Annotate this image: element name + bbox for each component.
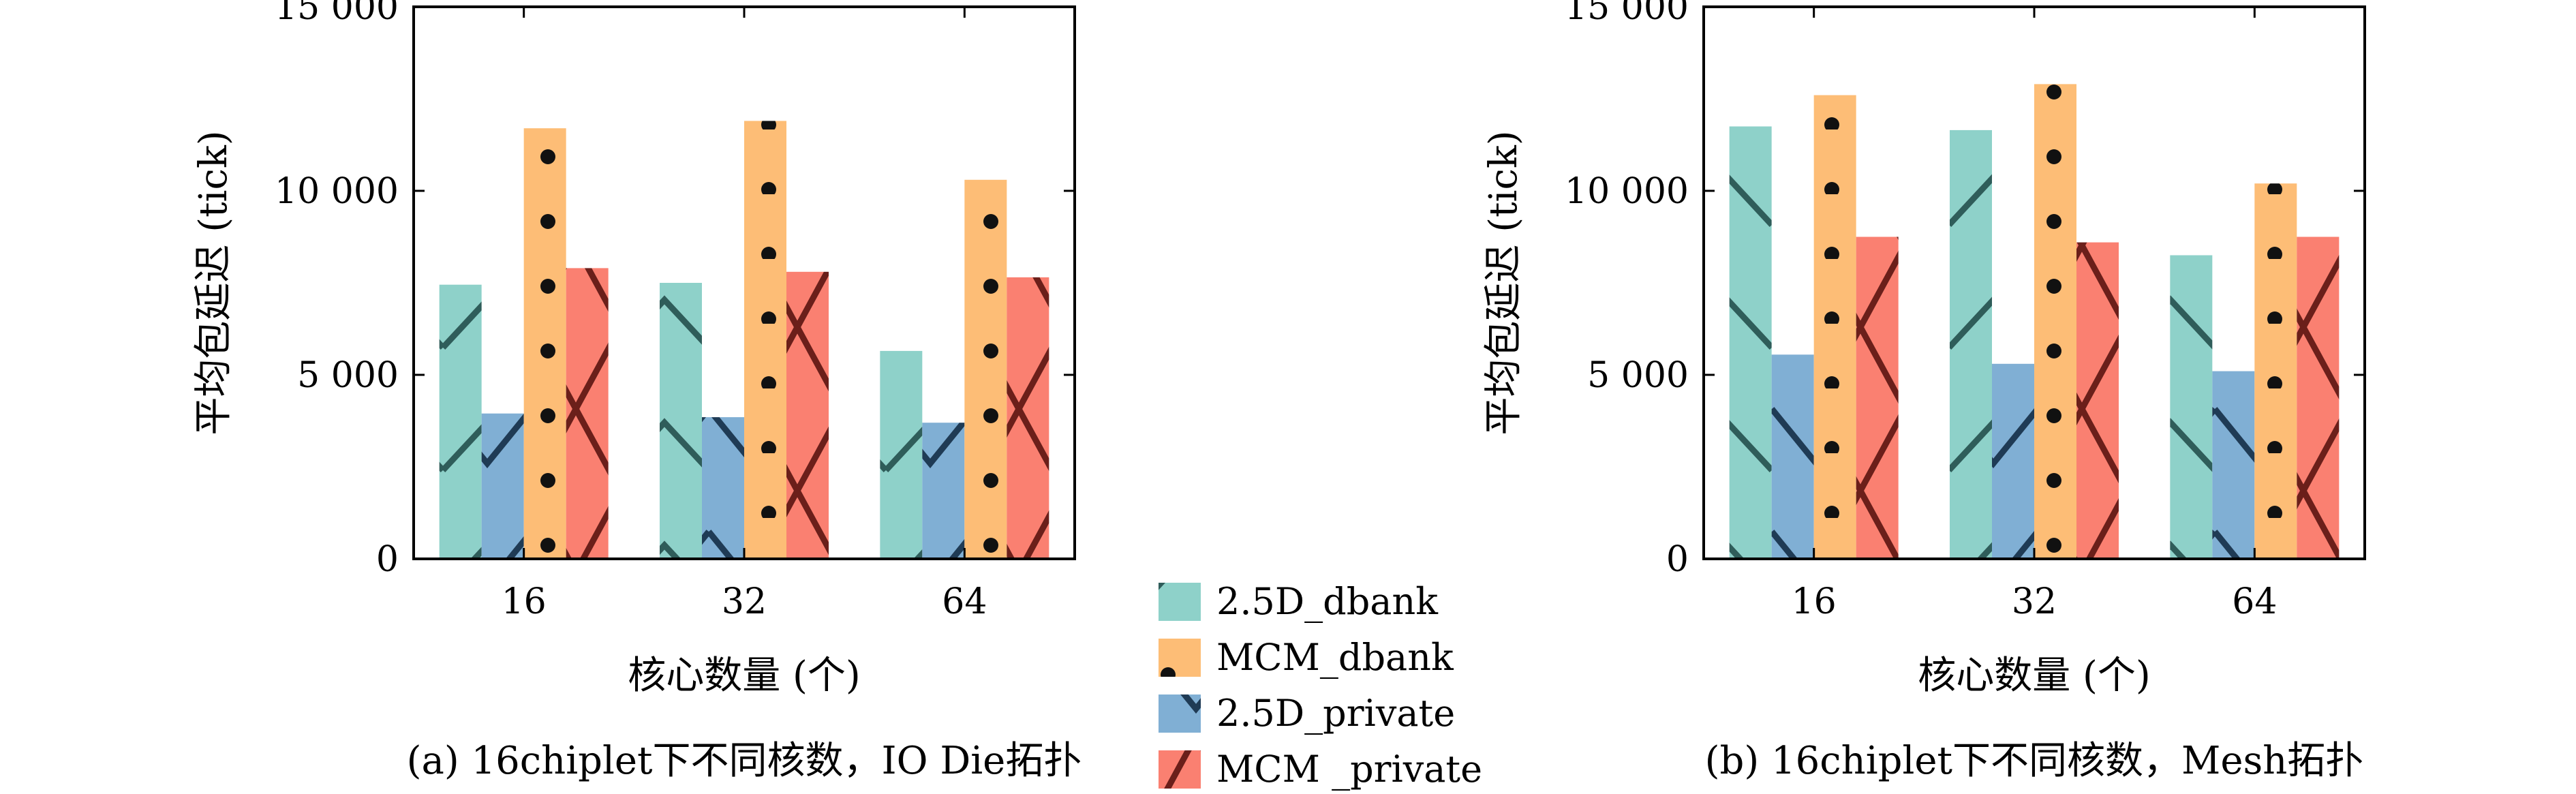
y-tick-label-a-10000: 10 000 [275,171,399,212]
bar-a-2-5d-dbank-32 [660,283,702,559]
legend-swatch-0 [1159,583,1201,621]
legend-label-1: MCM_dbank [1216,636,1454,679]
bar-a-2-5d-private-16 [481,413,524,559]
bar-b-mcm-private-16 [1856,236,1899,559]
bar-b-2-5d-dbank-32 [1950,129,1992,559]
caption-b: (b) 16chiplet下不同核数，Mesh拓扑 [1705,739,2364,783]
x-ticks-b: 16 32 64 [1792,7,2277,622]
y-tick-label-b-10000: 10 000 [1565,171,1689,212]
y-axis-label-b: 平均包延迟 (tick) [1482,130,1526,435]
x-axis-label-a: 核心数量 (个) [628,654,861,698]
bar-a-2-5d-dbank-16 [439,284,482,559]
bar-b-mcm-dbank-64 [2254,183,2297,559]
x-tick-label-b-64: 64 [2232,581,2277,622]
x-tick-label-b-32: 32 [2012,581,2057,622]
bar-b-mcm-private-32 [2076,242,2119,559]
legend-swatch-2 [1159,694,1201,733]
y-tick-label-b-15000: 15 000 [1565,0,1689,28]
y-tick-label-a-5000: 5 000 [297,355,399,396]
bar-a-2-5d-private-32 [702,417,744,559]
bar-a-mcm-dbank-32 [744,121,786,559]
y-tick-label-b-5000: 5 000 [1587,355,1689,396]
bars-b [1729,84,2340,560]
legend-label-2: 2.5D_private [1216,692,1455,735]
chart-panel-a: 0 5 000 10 000 15 000 16 32 64 平均包延迟 (tick) 核… [191,0,1082,783]
y-axis-label-a: 平均包延迟 (tick) [191,130,236,435]
bars-a [439,121,1049,559]
x-axis-label-b: 核心数量 (个) [1918,654,2151,698]
bar-a-mcm-private-16 [566,268,609,559]
bar-b-2-5d-private-64 [2212,371,2255,559]
y-ticks-b: 0 5 000 10 000 15 000 [1565,0,2365,580]
bar-b-mcm-dbank-32 [2034,84,2076,559]
x-ticks-a: 16 32 64 [502,7,987,622]
x-tick-label-b-16: 16 [1792,581,1837,622]
bar-a-mcm-private-32 [786,271,829,559]
legend-label-0: 2.5D_dbank [1216,580,1439,623]
bar-b-mcm-private-64 [2297,236,2340,559]
x-tick-label-a-16: 16 [502,581,547,622]
bar-b-2-5d-dbank-16 [1729,126,1772,559]
y-ticks-a: 0 5 000 10 000 15 000 [275,0,1075,580]
bar-b-2-5d-dbank-64 [2170,255,2213,559]
caption-a: (a) 16chiplet下不同核数，IO Die拓扑 [407,739,1082,783]
y-tick-label-a-15000: 15 000 [275,0,399,28]
legend-swatch-1 [1159,639,1201,677]
chart-panel-b: 0 5 000 10 000 15 000 16 32 64 平均包延迟 (tick) 核… [1482,0,2366,783]
bar-a-mcm-private-64 [1007,277,1049,559]
bar-a-2-5d-private-64 [922,423,965,559]
bar-a-mcm-dbank-16 [523,128,566,559]
legend-label-3: MCM _private [1216,748,1482,791]
bar-b-mcm-dbank-16 [1813,95,1856,560]
x-tick-label-a-32: 32 [722,581,767,622]
bar-a-mcm-dbank-64 [964,179,1007,559]
y-tick-label-a-0: 0 [376,539,399,580]
legend-swatch-3 [1159,750,1201,789]
x-tick-label-a-64: 64 [942,581,987,622]
bar-b-2-5d-private-32 [1992,363,2034,559]
bar-a-2-5d-dbank-64 [880,350,923,559]
bar-b-2-5d-private-16 [1771,354,1814,559]
legend: 2.5D_dbank MCM_dbank 2.5D_private MCM _priv… [1159,580,1482,791]
y-tick-label-b-0: 0 [1666,539,1689,580]
